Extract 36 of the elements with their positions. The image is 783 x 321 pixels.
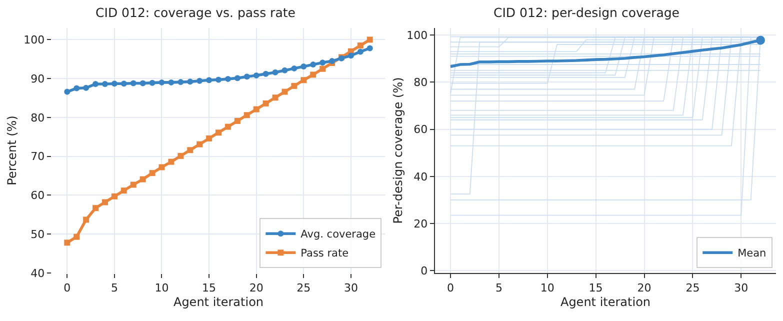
x-axis-title: Agent iteration xyxy=(560,295,651,310)
x-tick-label: 0 xyxy=(447,281,454,294)
x-axis-title: Agent iteration xyxy=(173,295,264,310)
y-axis-title: Percent (%) xyxy=(5,116,19,186)
y-tick-label: 40 xyxy=(30,266,45,280)
legend-label: Pass rate xyxy=(300,248,349,260)
y-tick-label: 80 xyxy=(414,76,428,90)
y-tick-label: 60 xyxy=(30,189,45,202)
y-tick-label: 90 xyxy=(30,72,45,86)
y-tick-label: 100 xyxy=(24,34,45,47)
chart-title: CID 012: coverage vs. pass rate xyxy=(96,4,296,20)
x-tick-label: 20 xyxy=(637,281,652,294)
x-tick-label: 15 xyxy=(588,281,603,294)
x-tick-label: 20 xyxy=(249,281,264,294)
x-tick-label: 5 xyxy=(110,281,118,294)
y-axis-title: Per-design coverage (%) xyxy=(391,77,405,224)
y-tick-label: 20 xyxy=(414,217,428,230)
x-tick-label: 25 xyxy=(686,281,700,294)
x-tick-label: 25 xyxy=(296,281,311,294)
chart-title: CID 012: per-design coverage xyxy=(493,4,680,20)
x-tick-label: 10 xyxy=(154,281,169,294)
x-tick-label: 5 xyxy=(495,281,502,294)
y-tick-label: 70 xyxy=(30,150,45,164)
y-tick-label: 80 xyxy=(30,111,45,124)
legend-label: Mean xyxy=(738,248,766,260)
y-tick-label: 100 xyxy=(406,28,428,42)
y-tick-label: 0 xyxy=(420,264,428,278)
y-tick-label: 60 xyxy=(414,123,428,136)
legend-label: Avg. coverage xyxy=(300,228,376,241)
x-tick-label: 10 xyxy=(540,281,554,294)
y-tick-label: 50 xyxy=(30,228,45,241)
x-tick-label: 30 xyxy=(344,281,358,294)
x-tick-label: 30 xyxy=(734,281,748,294)
x-tick-label: 0 xyxy=(64,281,71,294)
y-tick-label: 40 xyxy=(414,170,428,184)
x-tick-label: 15 xyxy=(202,281,216,294)
